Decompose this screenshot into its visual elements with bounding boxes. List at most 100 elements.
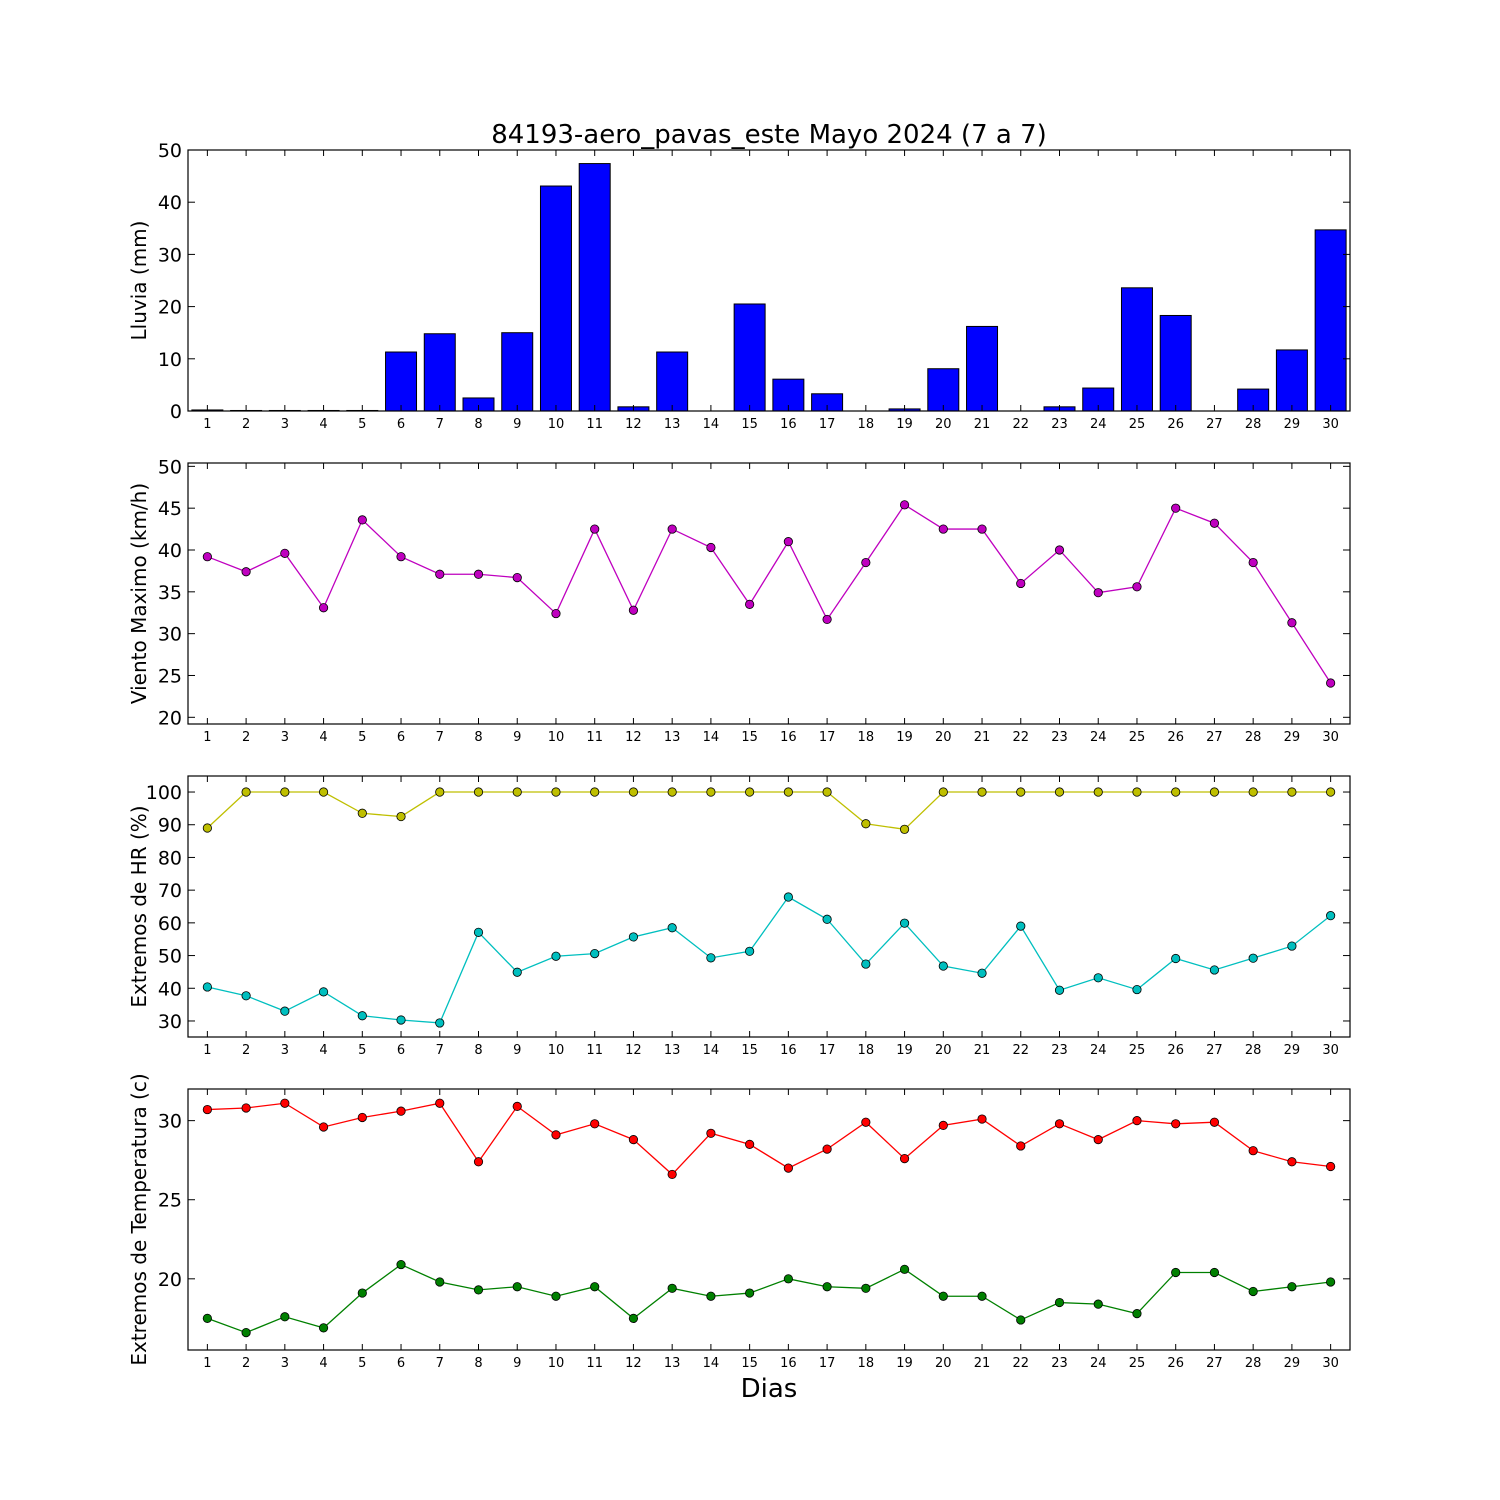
x-tick-label: 3 [281, 730, 289, 745]
humidity-series-1-point [1209, 787, 1220, 797]
temperature-series-1-point [1326, 1161, 1336, 1172]
x-tick-label: 17 [819, 417, 836, 432]
x-tick-label: 17 [819, 1356, 836, 1371]
x-tick-label: 2 [242, 417, 250, 432]
x-tick-label: 20 [935, 1356, 952, 1371]
y-tick-label: 35 [158, 582, 182, 604]
x-tick-label: 19 [896, 1356, 913, 1371]
wind-series-1-point [783, 537, 793, 547]
temperature-series-1-point [1093, 1135, 1103, 1145]
x-tick-label: 18 [858, 1043, 875, 1058]
x-tick-label: 27 [1206, 417, 1223, 432]
y-tick-label: 30 [158, 244, 182, 266]
x-tick-label: 29 [1284, 1043, 1301, 1058]
humidity-series-2-point [512, 967, 522, 977]
humidity-series-2-point [1093, 973, 1103, 983]
wind-series-1-point [202, 552, 212, 562]
x-tick-label: 25 [1129, 730, 1146, 745]
y-tick-label: 30 [158, 624, 182, 646]
x-tick-label: 25 [1129, 417, 1146, 432]
temperature-series-1-point [280, 1098, 290, 1108]
humidity-y-axis-label: Extremos de HR (%) [127, 805, 151, 1007]
temperature-series-2-point [822, 1282, 832, 1292]
temperature-series-1-point [899, 1154, 910, 1164]
x-tick-label: 30 [1322, 417, 1339, 432]
temperature-series-1-point [551, 1130, 561, 1140]
humidity-series-1-point [899, 824, 910, 834]
wind-series-1-point [357, 515, 367, 525]
temperature-series-1-point [706, 1128, 716, 1138]
x-tick-label: 15 [741, 730, 758, 745]
x-tick-label: 5 [358, 1043, 366, 1058]
x-tick-label: 20 [935, 417, 952, 432]
x-tick-label: 10 [548, 1356, 565, 1371]
humidity-series-1-point [318, 787, 329, 797]
humidity-series-1-point [202, 823, 212, 833]
wind-series-1-point [628, 605, 639, 615]
x-tick-label: 21 [974, 1043, 991, 1058]
humidity-series-2-point [1016, 921, 1026, 931]
x-tick-label: 17 [819, 1043, 836, 1058]
humidity-series-1-point [551, 787, 561, 797]
x-tick-label: 26 [1167, 730, 1184, 745]
x-tick-label: 28 [1245, 1356, 1262, 1371]
x-tick-label: 9 [513, 730, 521, 745]
wind-series-1-point [1326, 678, 1336, 688]
humidity-series-2-point [899, 918, 910, 928]
rain-y-axis-label: Lluvia (mm) [127, 221, 151, 341]
x-tick-label: 29 [1284, 417, 1301, 432]
x-tick-label: 15 [741, 417, 758, 432]
x-tick-label: 19 [896, 1043, 913, 1058]
humidity-series-2-point [822, 914, 832, 924]
x-tick-label: 11 [586, 730, 603, 745]
x-tick-label: 10 [548, 1043, 565, 1058]
temperature-series-2-point [551, 1291, 561, 1301]
temperature-series-1-point [590, 1119, 600, 1129]
humidity-series-1-point [1132, 787, 1142, 797]
humidity-series-2-point [1287, 941, 1297, 951]
x-tick-label: 16 [780, 1356, 797, 1371]
humidity-series-2-point [706, 953, 716, 963]
x-tick-label: 11 [586, 417, 603, 432]
humidity-series-1-point [396, 811, 406, 822]
x-tick-label: 23 [1051, 417, 1068, 432]
x-tick-label: 13 [664, 1043, 681, 1058]
y-tick-label: 25 [158, 665, 182, 687]
x-tick-label: 1 [203, 417, 211, 432]
temperature-series-1-point [667, 1169, 677, 1180]
x-tick-label: 15 [741, 1356, 758, 1371]
x-tick-label: 1 [203, 730, 211, 745]
y-tick-label: 100 [146, 782, 182, 804]
temperature-series-2-point [1209, 1267, 1220, 1278]
x-tick-label: 19 [896, 417, 913, 432]
humidity-series-2-point [628, 932, 639, 942]
x-tick-label: 27 [1206, 1356, 1223, 1371]
wind-series-1-point [1093, 588, 1103, 598]
x-tick-label: 20 [935, 1043, 952, 1058]
humidity-series-2-point [1248, 953, 1258, 963]
x-tick-label: 23 [1051, 1043, 1068, 1058]
temperature-series-2-point [1132, 1309, 1142, 1319]
temperature-series-2-point [938, 1291, 948, 1301]
x-tick-label: 24 [1090, 730, 1107, 745]
x-tick-label: 4 [319, 1043, 327, 1058]
humidity-series-2-point [551, 951, 561, 961]
temperature-series-2-point [1248, 1286, 1258, 1297]
wind-series-1-point [1132, 582, 1142, 592]
temperature-series-2-point [512, 1282, 522, 1292]
x-tick-label: 8 [474, 1356, 482, 1371]
humidity-series-1-point [280, 787, 290, 797]
rain-bar [1120, 287, 1153, 412]
humidity-series-2-point [1171, 953, 1181, 964]
temperature-series-1-point [1054, 1119, 1065, 1129]
x-tick-label: 22 [1012, 1356, 1029, 1371]
humidity-series-1-point [628, 787, 639, 797]
humidity-series-2-point [1054, 985, 1065, 995]
humidity-series-1-point [706, 787, 716, 797]
y-tick-label: 30 [158, 1011, 182, 1033]
temperature-series-1-point [783, 1163, 793, 1173]
rain-bar [1159, 314, 1192, 412]
x-tick-label: 7 [436, 730, 444, 745]
x-tick-label: 26 [1167, 1356, 1184, 1371]
wind-series-1-point [590, 524, 600, 534]
